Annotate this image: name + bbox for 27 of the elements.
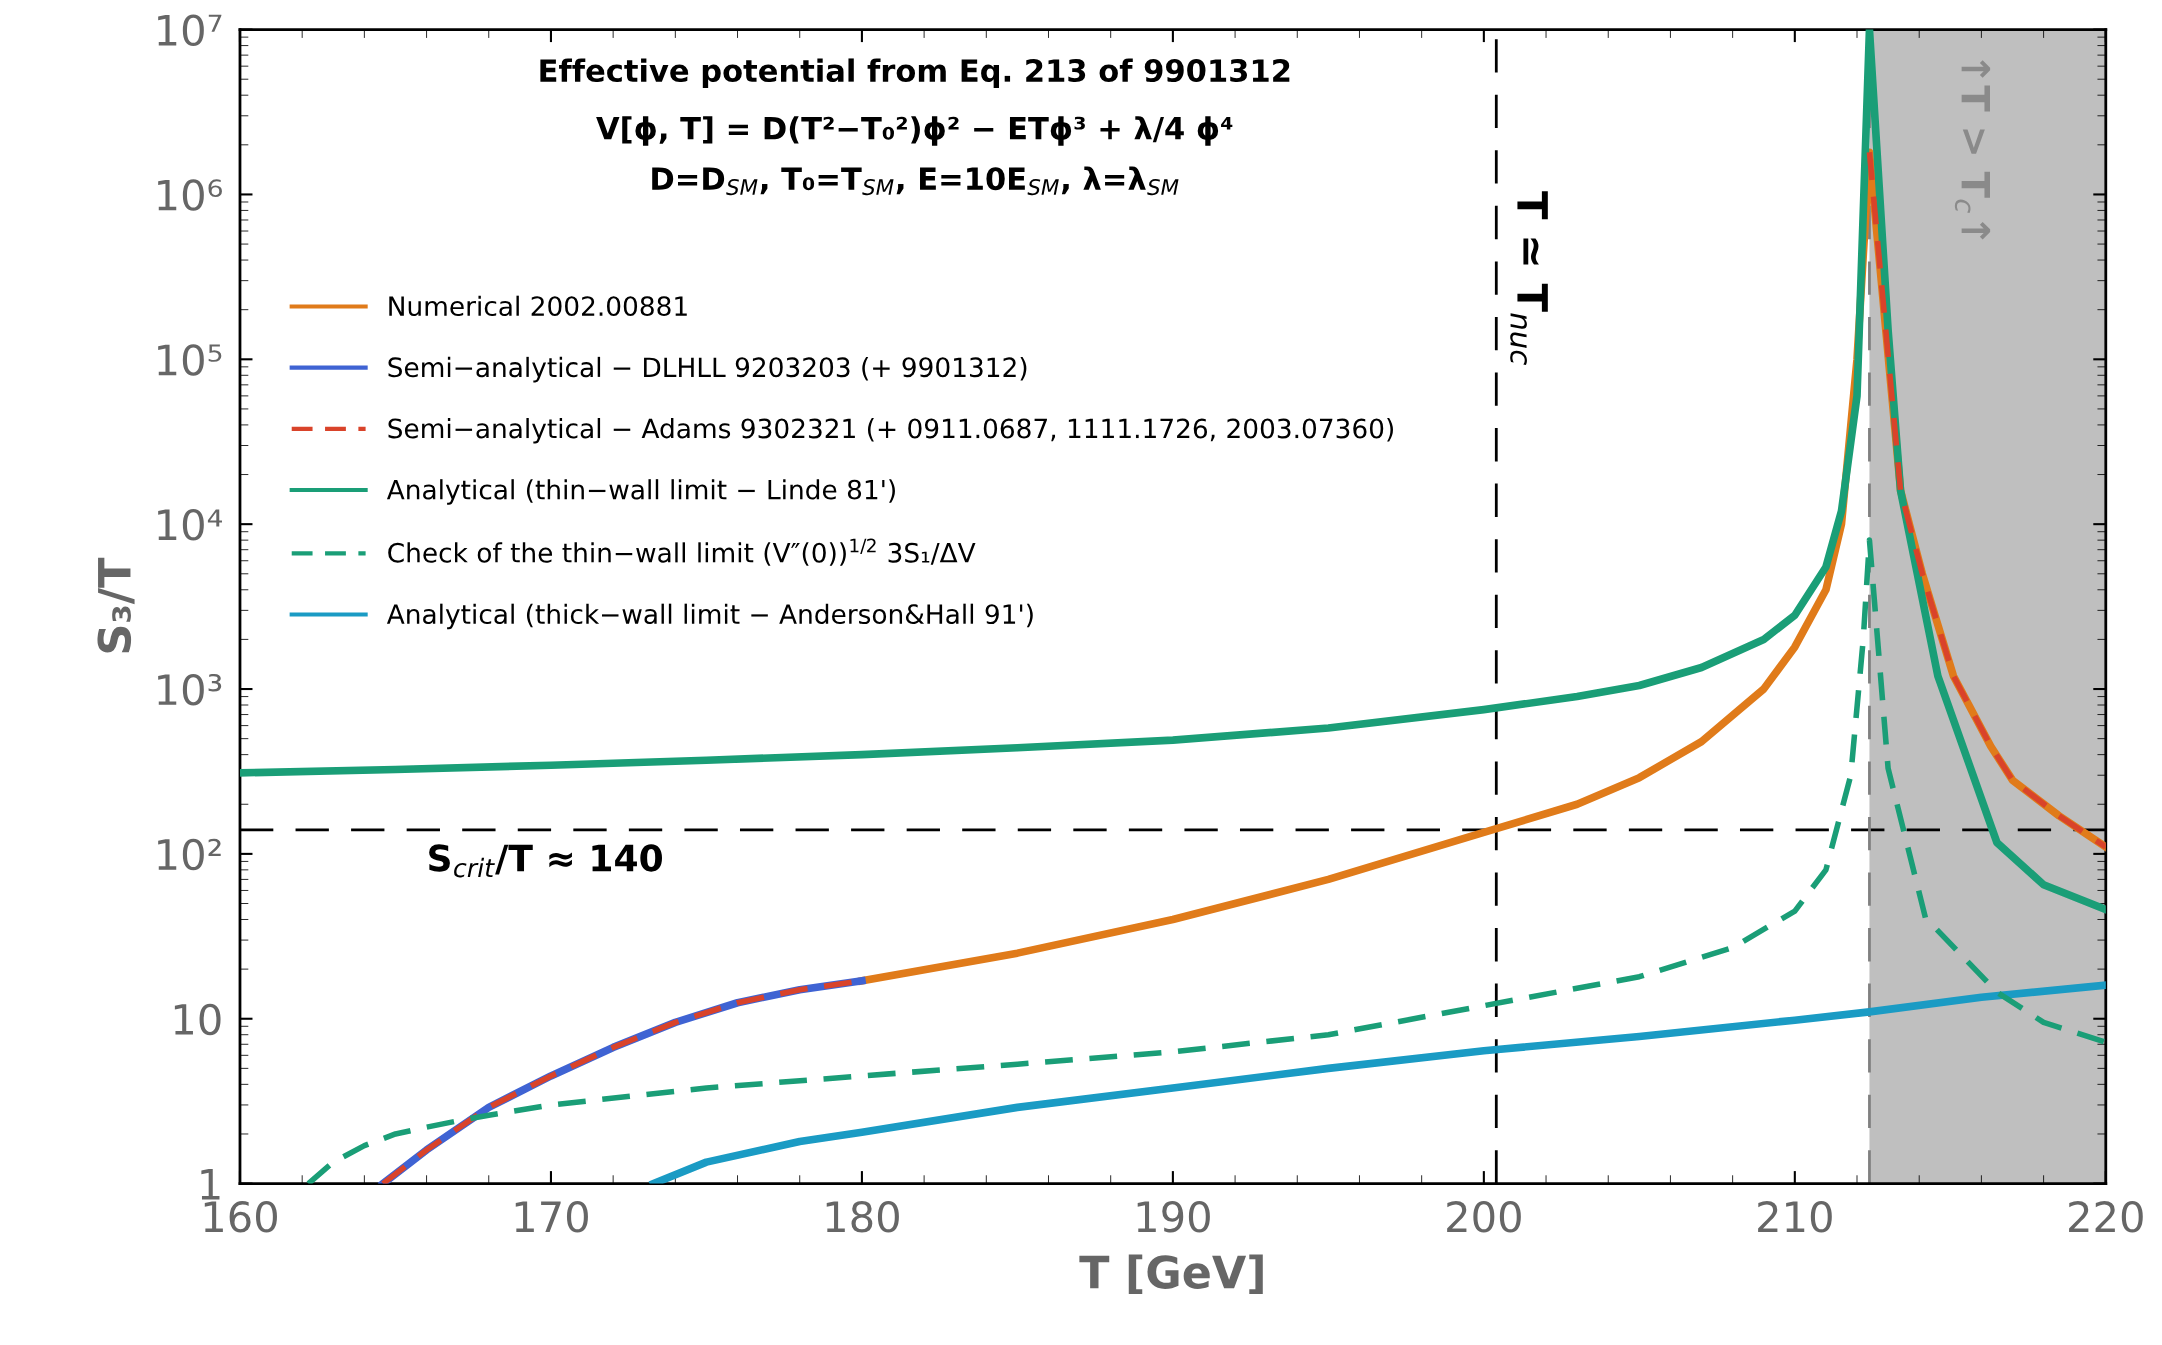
y-axis-title: S₃/T — [97, 557, 135, 653]
text: V[ϕ, T] = D(T²−T₀²)ϕ² − ETϕ³ + λ/4 ϕ⁴ D=D$_{SM}$, T₀=T$_{SM}$, E=10E$_{SM}$, λ=λ$_{SM}$ — [596, 116, 1233, 196]
text: Effective potential from Eq. 213 of 9901312 — [540, 58, 1290, 89]
x-tick-label: 180 — [826, 1201, 899, 1233]
legend-label: Analytical (thin−wall limit − Linde 81') — [386, 479, 895, 505]
y-tick-label: 10⁵ — [158, 344, 222, 376]
y-tick-label: 10² — [158, 838, 221, 871]
ref-line-label: T ≃ T$_{nuc}$ — [1510, 191, 1548, 365]
y-tick-label: 10⁷ — [158, 14, 222, 47]
x-tick-label: 200 — [1447, 1201, 1521, 1233]
x-tick-label: 210 — [1758, 1201, 1832, 1233]
ref-line-label: S$_{crit}$/T ≈ 140 — [429, 844, 662, 878]
x-tick-label: 190 — [1137, 1201, 1210, 1233]
legend-label: Analytical (thick−wall limit − Anderson&Hall 91') — [386, 603, 1033, 630]
y-tick-label: 10³ — [158, 673, 222, 706]
y-tick-label: 10 — [174, 1003, 221, 1036]
legend-label: Numerical 2002.00881 — [389, 295, 687, 317]
x-tick-label: 170 — [515, 1201, 588, 1233]
legend-label: Check of the thin−wall limit (V″(0))$^{1/2}$ 3S₁/ΔV — [388, 538, 976, 566]
x-tick-label: 220 — [2069, 1201, 2143, 1233]
legend-label: Semi−analytical − DLHLL 9203203 (+ 9901312) — [388, 356, 1027, 383]
legend-label: Semi−analytical − Adams 9302321 (+ 0911.0687, 1111.1726, 2003.07360) — [388, 418, 1393, 444]
x-axis-title: T [GeV] — [1079, 1254, 1263, 1295]
y-tick-label: 10⁶ — [158, 179, 222, 211]
y-tick-label: 1 — [201, 1169, 220, 1200]
x-tick-label: 160 — [204, 1201, 277, 1233]
y-tick-label: 10⁴ — [158, 509, 222, 541]
